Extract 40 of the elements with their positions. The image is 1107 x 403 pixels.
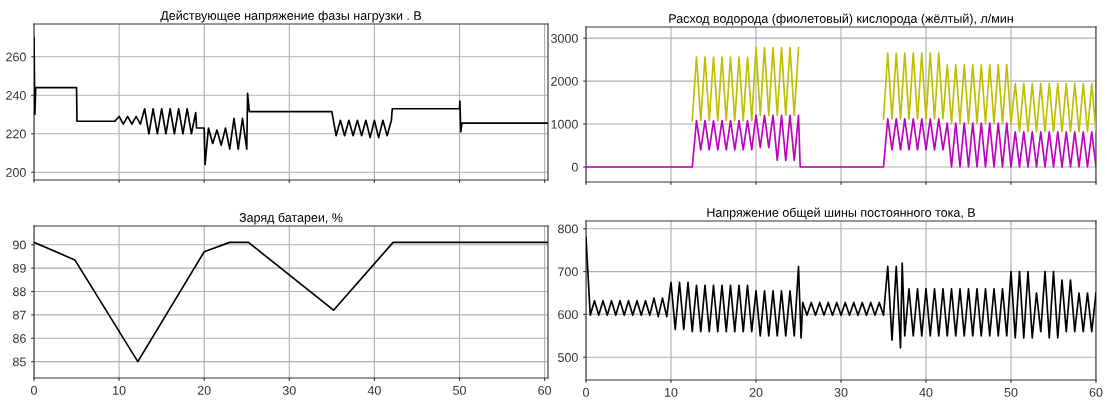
chart-title: Напряжение общей шины постоянного тока, В xyxy=(707,207,975,220)
x-tick-label: 40 xyxy=(367,385,381,395)
y-tick-label: 500 xyxy=(558,353,578,362)
x-tick-label: 20 xyxy=(197,385,211,395)
y-tick-label: 200 xyxy=(6,168,26,177)
y-tick-label: 89 xyxy=(13,263,26,273)
chart-title: Заряд батареи, % xyxy=(239,212,343,225)
y-tick-label: 260 xyxy=(6,52,26,62)
y-tick-label: 600 xyxy=(558,310,578,320)
y-tick-label: 240 xyxy=(6,91,26,100)
y-tick-label: 87 xyxy=(13,310,26,320)
line-series xyxy=(34,36,548,166)
x-tick-label: 60 xyxy=(1089,387,1103,397)
chart-title: Действующее напряжение фазы нагрузки . В xyxy=(160,10,422,23)
x-tick-label: 60 xyxy=(538,385,552,395)
x-tick-label: 30 xyxy=(282,385,296,395)
y-tick-label: 1000 xyxy=(551,119,578,129)
y-tick-label: 2000 xyxy=(551,76,578,86)
y-tick-label: 800 xyxy=(558,224,578,234)
x-tick-label: 40 xyxy=(919,387,933,397)
y-tick-label: 700 xyxy=(558,267,578,277)
line-series xyxy=(586,114,1096,168)
x-tick-label: 30 xyxy=(834,387,848,397)
x-tick-label: 0 xyxy=(31,385,37,395)
y-tick-label: 85 xyxy=(13,357,26,367)
y-tick-label: 86 xyxy=(13,334,26,343)
chart-title: Расход водорода (фиолетовый) кислорода (жёлтый), л/мин xyxy=(669,13,1013,26)
x-tick-label: 10 xyxy=(665,387,678,397)
line-series xyxy=(34,241,548,363)
x-tick-label: 50 xyxy=(1004,387,1018,397)
y-tick-label: 3000 xyxy=(551,33,578,43)
line-series xyxy=(586,236,1096,349)
x-tick-label: 20 xyxy=(749,387,763,397)
x-tick-label: 10 xyxy=(113,385,126,395)
y-tick-label: 88 xyxy=(13,287,26,297)
x-tick-label: 50 xyxy=(453,385,466,395)
x-tick-label: 0 xyxy=(583,387,589,397)
y-tick-label: 90 xyxy=(13,240,26,250)
y-tick-label: 0 xyxy=(571,162,578,172)
y-tick-label: 220 xyxy=(6,129,26,139)
